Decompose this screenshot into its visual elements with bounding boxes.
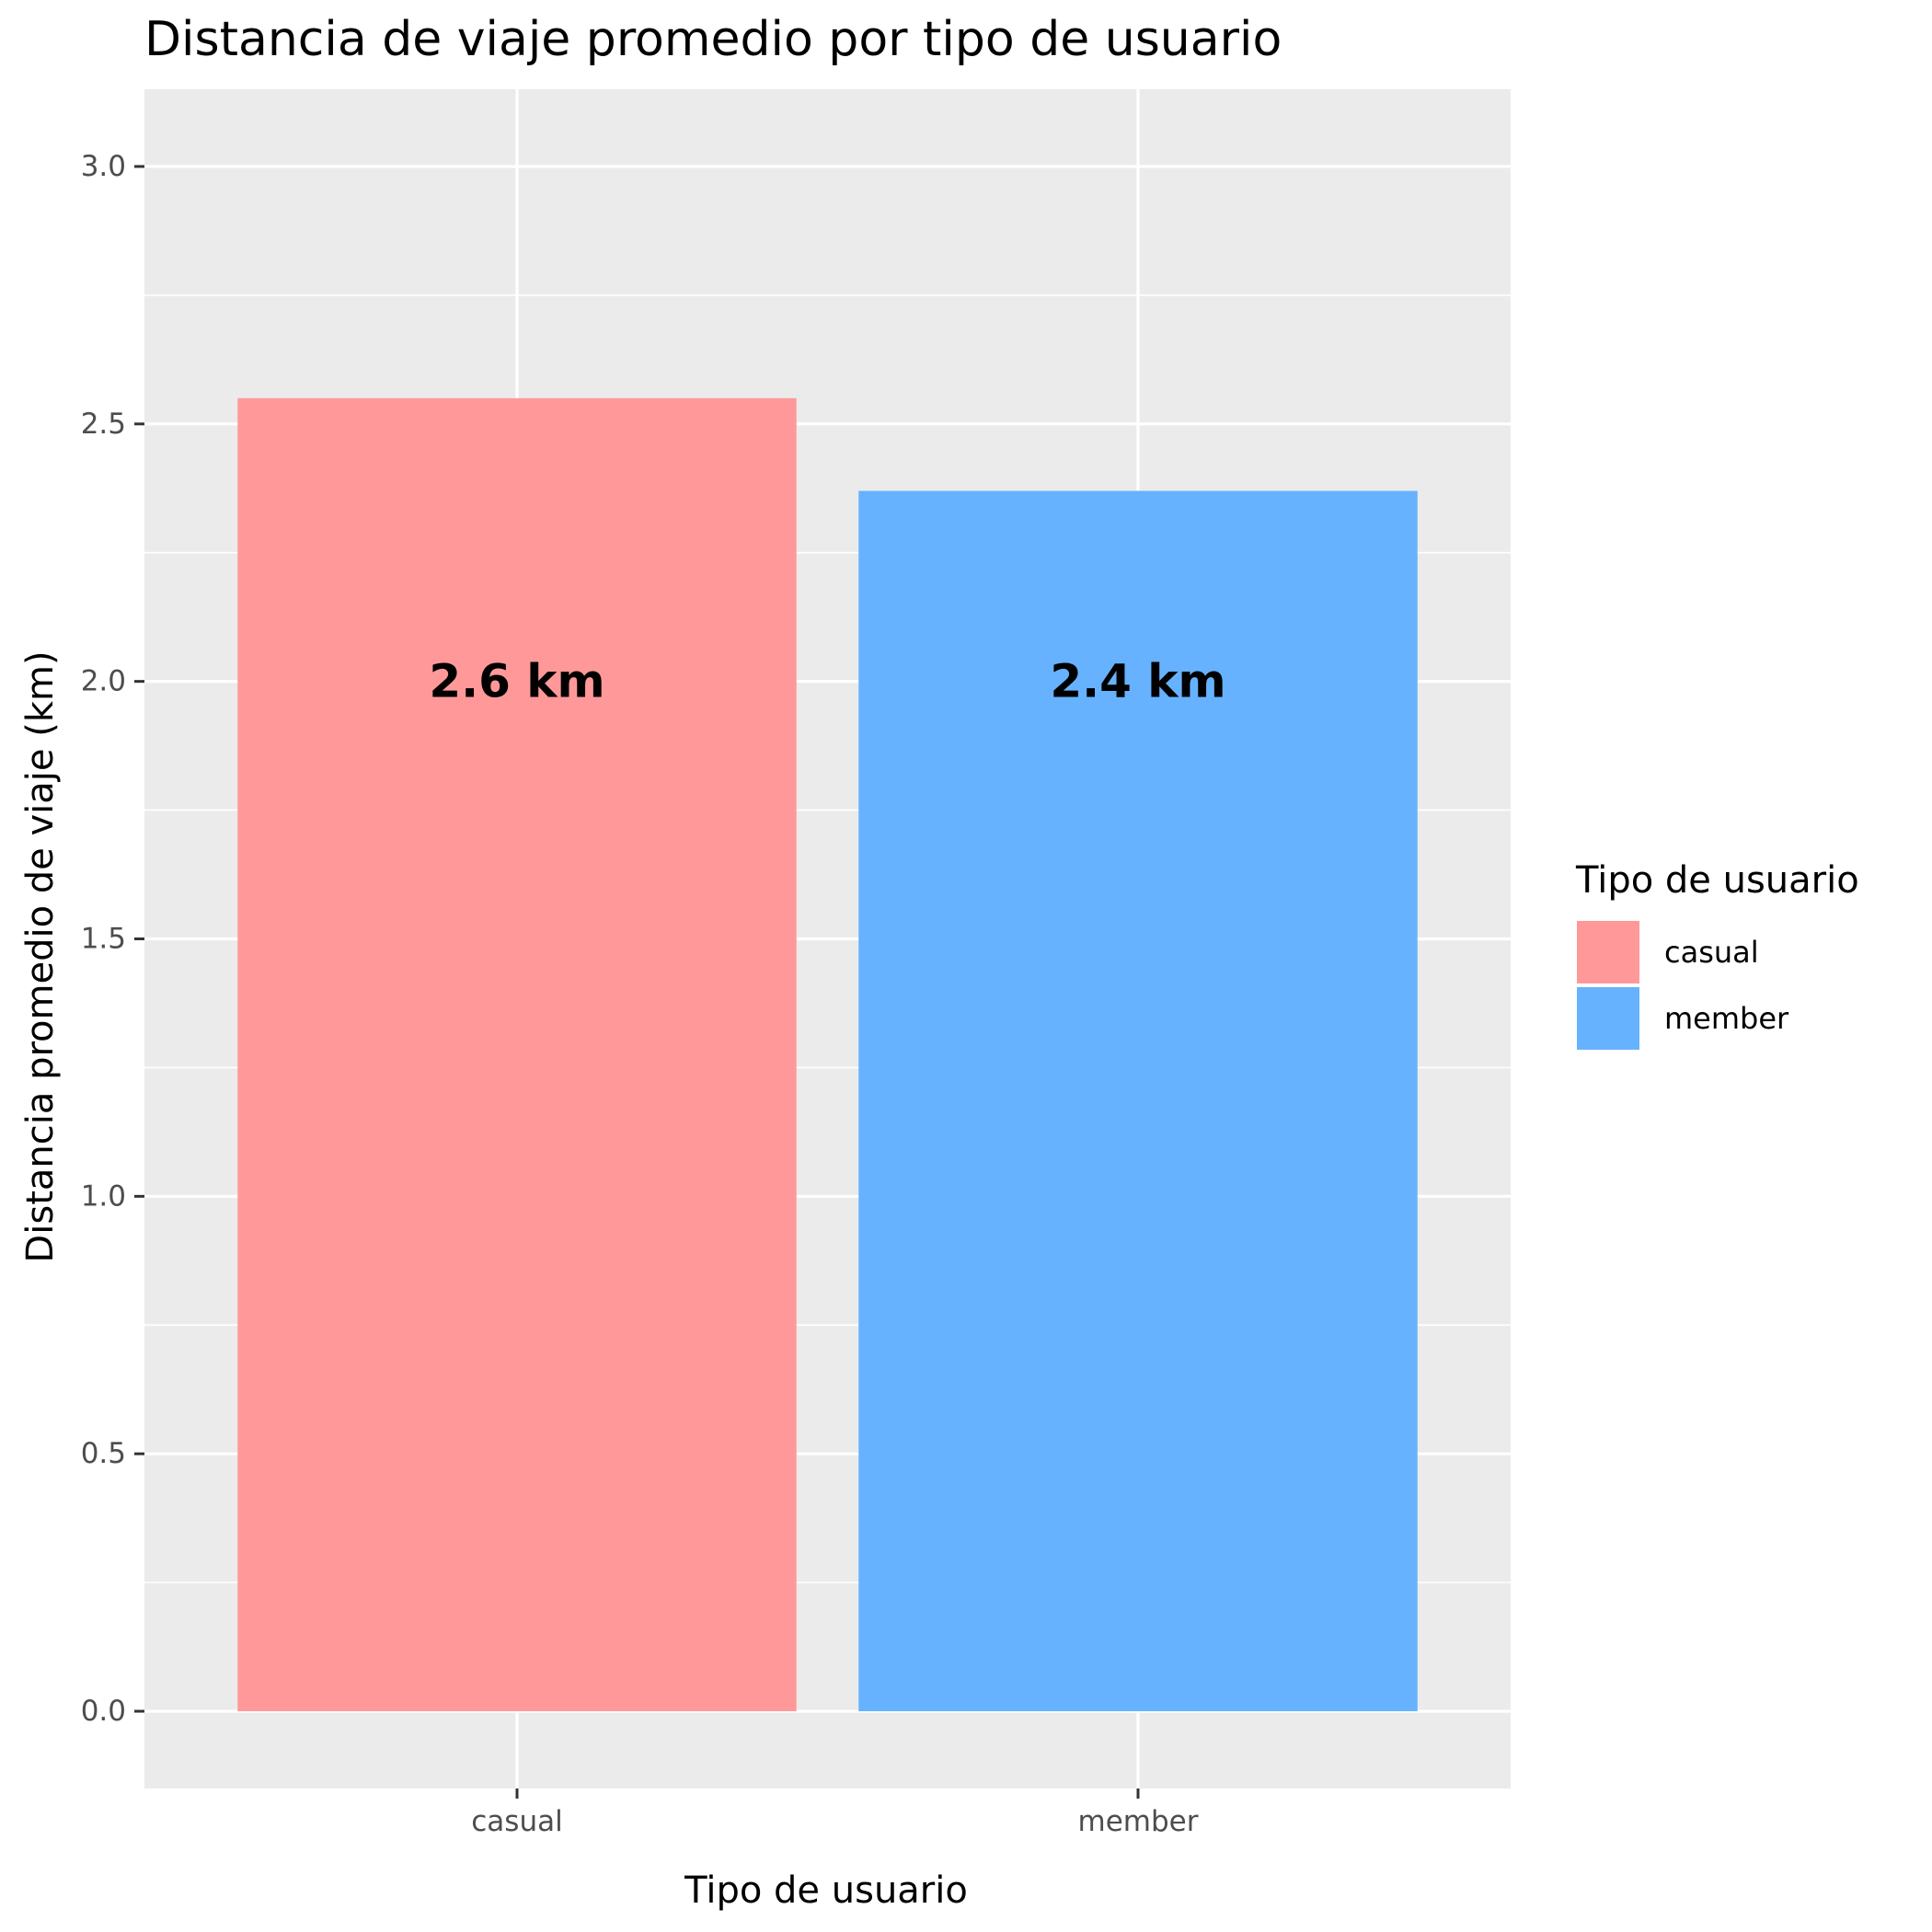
y-tick-label: 3.0 [81, 150, 126, 183]
legend-label-casual: casual [1664, 935, 1759, 970]
legend-key-casual [1575, 919, 1641, 985]
y-axis: 0.0 0.5 1.0 1.5 2.0 2.5 3.0 [81, 150, 144, 1728]
legend-label-member: member [1664, 1001, 1789, 1036]
bar-casual [237, 397, 797, 1712]
y-tick-label: 1.0 [81, 1179, 126, 1213]
y-tick-label: 2.5 [81, 408, 126, 441]
legend-title: Tipo de usuario [1575, 859, 1859, 902]
legend-key-member [1575, 985, 1641, 1052]
legend: Tipo de usuario casual member [1575, 859, 1859, 1052]
bar-label-casual: 2.6 km [429, 655, 604, 708]
y-tick-label: 1.5 [81, 923, 126, 956]
x-axis: casual member [471, 1788, 1199, 1838]
bar-member [858, 490, 1418, 1712]
x-tick-label: casual [471, 1805, 562, 1838]
y-tick-label: 0.5 [81, 1437, 126, 1470]
x-axis-title: Tipo de usuario [684, 1869, 968, 1912]
bars [237, 397, 1418, 1712]
bar-label-member: 2.4 km [1050, 655, 1225, 708]
y-axis-title: Distancia promedio de viaje (km) [19, 650, 62, 1262]
chart-title: Distancia de viaje promedio por tipo de … [144, 12, 1282, 67]
y-tick-label: 0.0 [81, 1695, 126, 1728]
y-tick-label: 2.0 [81, 665, 126, 698]
x-tick-label: member [1078, 1805, 1199, 1838]
bar-labels: 2.6 km 2.4 km [429, 655, 1225, 708]
